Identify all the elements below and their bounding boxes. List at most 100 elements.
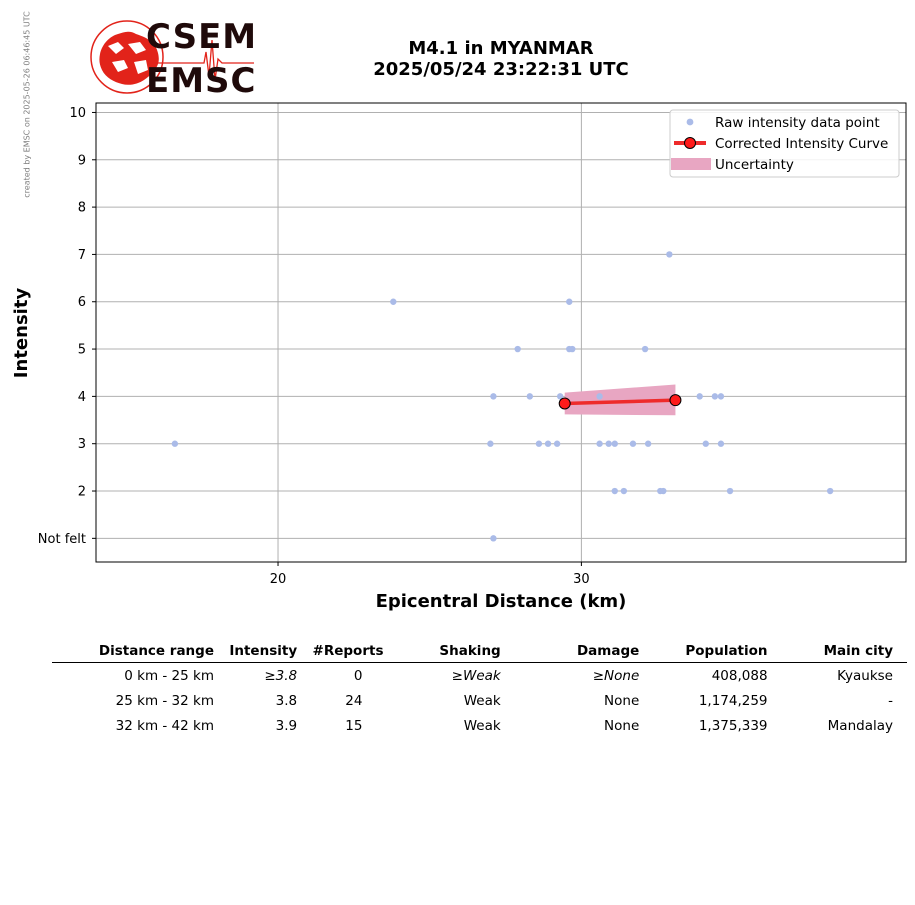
title-line-2: 2025/05/24 23:22:31 UTC xyxy=(373,59,629,80)
raw-data-point xyxy=(611,440,618,447)
y-tick-label: 4 xyxy=(78,390,86,405)
cell-reports: 15 xyxy=(345,717,363,734)
raw-data-point xyxy=(514,345,521,353)
cell-main-city: Kyaukse xyxy=(837,667,893,684)
curve-layer xyxy=(558,394,682,410)
raw-data-point xyxy=(717,440,725,447)
raw-data-point xyxy=(702,440,709,447)
raw-data-point xyxy=(644,440,652,447)
raw-data-point xyxy=(696,393,703,400)
y-tick-label: 5 xyxy=(78,343,86,358)
x-axis-label: Epicentral Distance (km) xyxy=(376,591,627,612)
raw-data-point xyxy=(544,440,552,447)
y-tick-label: 6 xyxy=(78,295,86,310)
cell-distance-range: 32 km - 42 km xyxy=(115,717,214,734)
raw-data-point xyxy=(717,393,725,400)
csem-emsc-logo: CSEM EMSC xyxy=(88,14,258,98)
chart-title: M4.1 in MYANMAR 2025/05/24 23:22:31 UTC xyxy=(330,38,672,80)
cell-shaking: Weak xyxy=(463,692,501,709)
raw-data-point xyxy=(660,487,667,495)
raw-data-point xyxy=(711,393,719,400)
y-axis-label: Intensity xyxy=(11,288,32,379)
legend-uncertainty-swatch xyxy=(671,158,711,170)
logo-text-emsc: EMSC xyxy=(146,61,257,101)
logo-text-csem: CSEM xyxy=(146,17,258,57)
cell-intensity: 3.8 xyxy=(275,692,298,709)
legend-curve-marker xyxy=(684,137,696,149)
header-damage: Damage xyxy=(514,640,654,663)
raw-data-point xyxy=(487,440,494,447)
cell-main-city: - xyxy=(888,692,893,709)
cell-damage: None xyxy=(604,717,640,734)
y-tick-label: 2 xyxy=(78,485,86,500)
cell-damage: ≥None xyxy=(592,667,640,684)
uncertainty-band xyxy=(564,384,676,416)
raw-data-point xyxy=(605,440,612,447)
table-header-row: Distance range Intensity #Reports Shakin… xyxy=(52,640,907,663)
cell-distance-range: 0 km - 25 km xyxy=(124,667,214,684)
raw-data-point xyxy=(596,393,603,400)
raw-data-point xyxy=(171,440,179,447)
cell-reports: 0 xyxy=(353,667,363,684)
raw-data-point xyxy=(569,345,576,353)
corrected-curve-marker xyxy=(669,394,682,407)
y-tick-label: 7 xyxy=(78,248,86,263)
legend-uncertainty-label: Uncertainty xyxy=(715,157,794,173)
raw-data-point xyxy=(490,393,497,400)
table-row: 25 km - 32 km 3.8 24 Weak None 1,174,259… xyxy=(52,688,907,713)
header-distance-range: Distance range xyxy=(52,640,228,663)
legend-curve-label: Corrected Intensity Curve xyxy=(715,136,888,152)
table-row: 32 km - 42 km 3.9 15 Weak None 1,375,339… xyxy=(52,713,907,738)
raw-data-point xyxy=(526,393,534,400)
raw-data-point xyxy=(390,298,397,305)
cell-population: 1,375,339 xyxy=(698,717,768,734)
raw-data-point xyxy=(566,298,573,305)
header-population: Population xyxy=(653,640,782,663)
cell-distance-range: 25 km - 32 km xyxy=(115,692,214,709)
y-tick-label: 10 xyxy=(69,106,86,121)
cell-shaking: ≥Weak xyxy=(451,667,501,684)
cell-intensity: 3.9 xyxy=(275,717,298,734)
header-main-city: Main city xyxy=(781,640,907,663)
raw-data-point xyxy=(826,487,834,495)
plot-frame xyxy=(95,102,907,563)
legend-raw-marker xyxy=(686,118,694,126)
cell-damage: None xyxy=(604,692,640,709)
header-reports: #Reports xyxy=(311,640,398,663)
header-intensity: Intensity xyxy=(228,640,312,663)
header-shaking: Shaking xyxy=(397,640,515,663)
cell-population: 1,174,259 xyxy=(698,692,768,709)
raw-points-layer xyxy=(171,251,834,542)
cell-reports: 24 xyxy=(345,692,363,709)
chart-legend: Raw intensity data point Corrected Inten… xyxy=(669,109,900,178)
intensity-chart: Not felt 2 3 4 5 6 7 8 9 10 20 30 Epicentral Distan… xyxy=(11,102,907,612)
cell-main-city: Mandalay xyxy=(827,717,893,734)
corrected-curve-line xyxy=(564,398,676,406)
raw-data-point xyxy=(666,251,673,258)
y-tick-label: 3 xyxy=(78,437,86,452)
raw-data-point xyxy=(620,487,628,495)
raw-data-point xyxy=(596,440,603,447)
raw-data-point xyxy=(490,535,497,542)
cell-population: 408,088 xyxy=(711,667,768,684)
corrected-curve-marker xyxy=(558,397,571,410)
raw-data-point xyxy=(611,487,618,495)
tick-layer: Not felt 2 3 4 5 6 7 8 9 10 20 30 xyxy=(38,106,590,587)
raw-data-point xyxy=(556,393,564,400)
intensity-summary-table: Distance range Intensity #Reports Shakin… xyxy=(52,640,907,738)
y-tick-label: 8 xyxy=(78,201,86,216)
raw-data-point xyxy=(726,487,734,495)
logo-emblem-icon xyxy=(90,20,254,94)
cell-shaking: Weak xyxy=(463,717,501,734)
raw-data-point xyxy=(629,440,637,447)
legend-raw-label: Raw intensity data point xyxy=(715,115,880,131)
raw-data-point xyxy=(553,440,561,447)
x-tick-label: 30 xyxy=(573,572,590,587)
x-tick-label: 20 xyxy=(270,572,287,587)
raw-data-point xyxy=(535,440,543,447)
table-row: 0 km - 25 km ≥3.8 0 ≥Weak ≥None 408,088 … xyxy=(52,663,907,689)
raw-data-point xyxy=(641,345,649,353)
legend-box xyxy=(669,109,900,178)
uncertainty-layer xyxy=(564,384,676,416)
title-line-1: M4.1 in MYANMAR xyxy=(408,38,594,59)
